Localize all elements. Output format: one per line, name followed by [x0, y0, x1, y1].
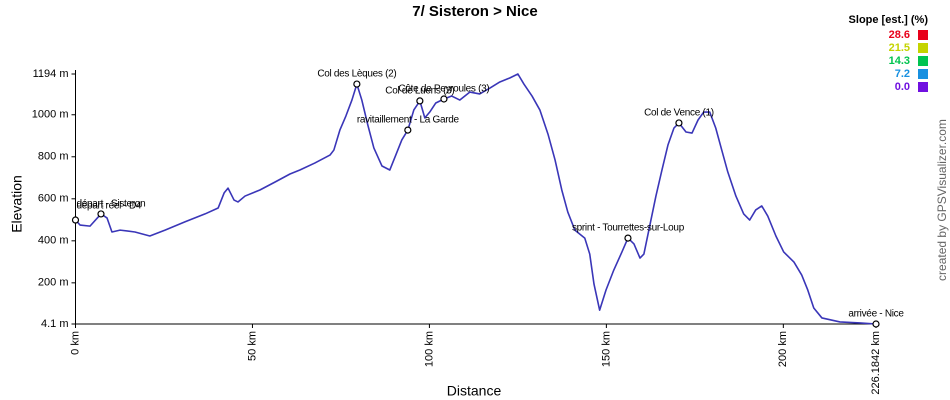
waypoint-marker — [675, 119, 683, 127]
x-tick-label: 100 km — [423, 331, 435, 367]
x-tick-label: 0 km — [69, 331, 81, 355]
y-tick-label: 4.1 m — [41, 318, 69, 330]
y-tick-label: 600 m — [38, 193, 69, 205]
waypoint-marker — [624, 234, 632, 242]
legend-swatch — [918, 30, 928, 40]
waypoint-marker — [440, 95, 448, 103]
waypoint-marker — [353, 80, 361, 88]
legend-label: 7.2 — [895, 68, 910, 80]
x-tick-label: 226.1842 km — [870, 331, 882, 395]
y-tick-label: 1194 m — [33, 68, 69, 80]
legend-swatch — [918, 56, 928, 66]
legend-swatch — [918, 43, 928, 53]
waypoint-label: Col de Luens (3) — [385, 86, 454, 97]
waypoint-label: Col des Lèques (2) — [317, 69, 396, 80]
waypoint-label: départ réel - D4 — [77, 201, 142, 212]
y-tick-label: 1000 m — [32, 109, 69, 121]
legend-swatch — [918, 82, 928, 92]
chart-title: 7/ Sisteron > Nice — [412, 3, 537, 20]
legend-label: 28.6 — [889, 29, 910, 41]
y-tick-label: 800 m — [38, 151, 69, 163]
legend-label: 0.0 — [895, 81, 910, 93]
waypoint-label: arrivée - Nice — [848, 309, 904, 320]
waypoint-label: Col de Vence (1) — [644, 108, 714, 119]
legend-label: 21.5 — [889, 42, 910, 54]
legend-title: Slope [est.] (%) — [849, 14, 929, 26]
waypoint-marker — [404, 126, 412, 134]
legend-label: 14.3 — [889, 55, 910, 67]
x-tick-label: 50 km — [246, 331, 258, 361]
waypoint-marker — [71, 216, 80, 224]
y-tick-label: 200 m — [38, 277, 69, 289]
waypoint-label: ravitaillement - La Garde — [357, 115, 460, 126]
x-tick-label: 150 km — [600, 331, 612, 367]
legend-swatch — [918, 69, 928, 79]
waypoint-label: sprint - Tourrettes-sur-Loup — [572, 223, 685, 234]
x-tick-label: 200 km — [777, 331, 789, 367]
waypoint-label: départ - Sisteron — [77, 199, 146, 210]
elevation-line — [74, 73, 877, 325]
waypoint-marker — [97, 210, 105, 218]
x-axis-title: Distance — [447, 383, 502, 399]
y-axis-title: Elevation — [9, 175, 25, 233]
waypoint-marker — [872, 320, 880, 328]
credit: created by GPSVisualizer.com — [935, 119, 949, 281]
y-tick-label: 400 m — [38, 235, 69, 247]
waypoint-marker — [416, 97, 424, 105]
waypoint-label: Côte de Peyroules (3) — [398, 84, 489, 95]
